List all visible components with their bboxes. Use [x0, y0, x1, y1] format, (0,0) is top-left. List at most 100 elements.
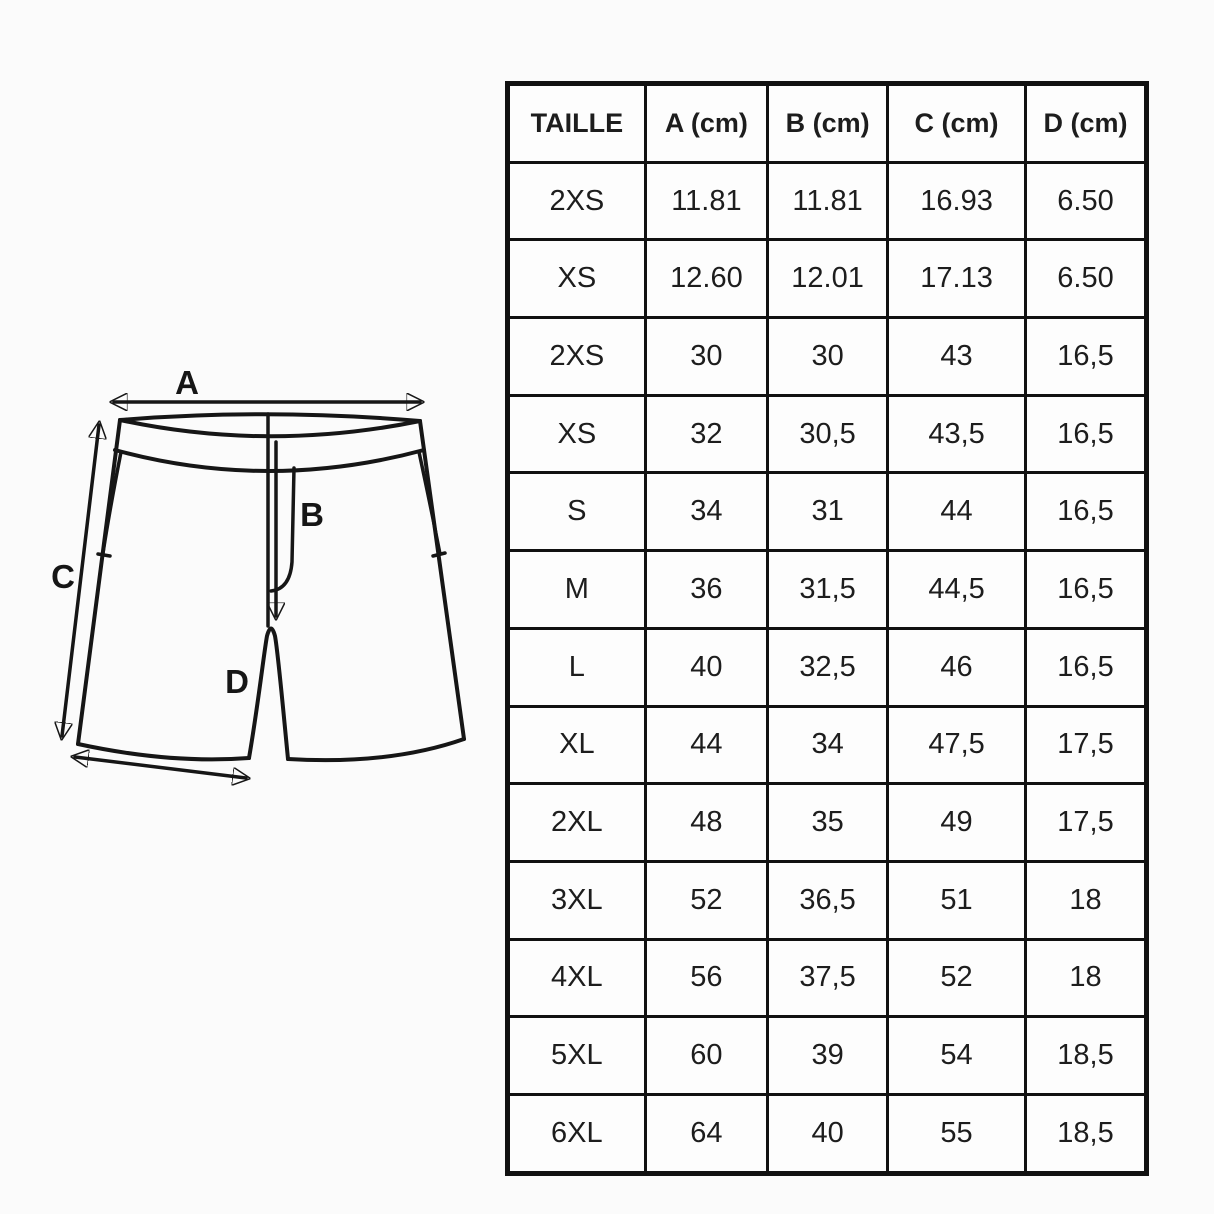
measurement-cell: 31: [766, 471, 890, 553]
table-row: XS 12.60 12.01 17.13 6.50: [506, 238, 1148, 320]
measurement-cell: 64: [643, 1092, 770, 1175]
measure-label-b: B: [300, 496, 324, 533]
measurement-cell: 16,5: [1024, 316, 1148, 397]
size-cell: XL: [506, 704, 647, 786]
measurement-cell: 12.01: [766, 238, 890, 320]
measurement-cell: 32: [643, 393, 770, 475]
measurement-cell: 52: [886, 937, 1028, 1019]
size-cell: 4XL: [506, 937, 647, 1019]
size-cell: 2XL: [506, 782, 647, 863]
measure-label-c: C: [51, 558, 75, 595]
measurement-cell: 44: [886, 471, 1028, 553]
measurement-cell: 56: [643, 937, 770, 1019]
size-cell: L: [506, 626, 647, 708]
left-side-seam: [76, 418, 122, 746]
right-pocket-tick: [431, 551, 447, 558]
measurement-cell: 49: [886, 782, 1028, 863]
table-row: 4XL 56 37,5 52 18: [506, 937, 1148, 1019]
measurement-cell: 17,5: [1024, 782, 1148, 863]
right-pocket-line: [417, 450, 442, 556]
measurement-cell: 44,5: [886, 549, 1028, 630]
measurement-cell: 11.81: [766, 160, 890, 242]
measurement-cell: 52: [643, 859, 770, 941]
measurement-cell: 44: [643, 704, 770, 786]
size-cell: 2XS: [506, 316, 647, 397]
measurement-cell: 30: [643, 316, 770, 397]
size-cell: M: [506, 549, 647, 630]
column-header-taille: TAILLE: [506, 82, 647, 164]
size-cell: 6XL: [506, 1092, 647, 1175]
measurement-cell: 18,5: [1024, 1092, 1148, 1175]
measurement-cell: 36: [643, 549, 770, 630]
measurement-cell: 17.13: [886, 238, 1028, 320]
measure-label-a: A: [175, 364, 199, 401]
measurement-cell: 36,5: [766, 859, 890, 941]
size-cell: 3XL: [506, 859, 647, 941]
measurement-cell: 16,5: [1024, 393, 1148, 475]
column-header-d: D (cm): [1024, 82, 1148, 164]
measurement-cell: 54: [886, 1015, 1028, 1096]
table-row: XL 44 34 47,5 17,5: [506, 704, 1148, 786]
measure-label-d: D: [225, 663, 249, 700]
measurement-cell: 11.81: [643, 160, 770, 242]
right-side-seam: [418, 419, 466, 741]
measurement-cell: 18: [1024, 937, 1148, 1019]
size-cell: S: [506, 471, 647, 553]
size-cell: 5XL: [506, 1015, 647, 1096]
size-chart-header: TAILLE A (cm) B (cm) C (cm) D (cm): [506, 82, 1148, 164]
right-leg-hem: [286, 737, 466, 763]
measurement-cell: 6.50: [1024, 160, 1148, 242]
measurement-cell: 17,5: [1024, 704, 1148, 786]
left-leg-hem: [76, 742, 251, 762]
table-row: M 36 31,5 44,5 16,5: [506, 549, 1148, 630]
table-row: 6XL 64 40 55 18,5: [506, 1092, 1148, 1175]
measurement-cell: 34: [766, 704, 890, 786]
measurement-cell: 32,5: [766, 626, 890, 708]
measurement-cell: 40: [766, 1092, 890, 1175]
table-row: 2XS 11.81 11.81 16.93 6.50: [506, 160, 1148, 242]
waist-front-arc: [118, 418, 422, 439]
column-header-b: B (cm): [766, 82, 890, 164]
measurement-cell: 46: [886, 626, 1028, 708]
measurement-cell: 31,5: [766, 549, 890, 630]
table-row: L 40 32,5 46 16,5: [506, 626, 1148, 708]
measurement-cell: 18,5: [1024, 1015, 1148, 1096]
size-cell: XS: [506, 393, 647, 475]
measurement-cell: 51: [886, 859, 1028, 941]
measurement-cell: 6.50: [1024, 238, 1148, 320]
measurement-cell: 40: [643, 626, 770, 708]
table-row: S 34 31 44 16,5: [506, 471, 1148, 553]
size-chart-table: TAILLE A (cm) B (cm) C (cm) D (cm) 2XS 11…: [505, 81, 1149, 1176]
measurement-cell: 16,5: [1024, 471, 1148, 553]
column-header-c: C (cm): [886, 82, 1028, 164]
measurement-cell: 43,5: [886, 393, 1028, 475]
measurement-cell: 12.60: [643, 238, 770, 320]
header-row: TAILLE A (cm) B (cm) C (cm) D (cm): [506, 82, 1148, 164]
measurement-cell: 48: [643, 782, 770, 863]
measurement-cell: 37,5: [766, 937, 890, 1019]
measurement-cell: 16.93: [886, 160, 1028, 242]
table-row: 2XL 48 35 49 17,5: [506, 782, 1148, 863]
measurement-cell: 43: [886, 316, 1028, 397]
measurement-cell: 30: [766, 316, 890, 397]
size-table-body: 2XS 11.81 11.81 16.93 6.50 XS 12.60 12.01 17.13 6…: [506, 160, 1148, 1175]
measurement-cell: 30,5: [766, 393, 890, 475]
size-cell: 2XS: [506, 160, 647, 242]
measure-arrow-c: [62, 425, 99, 736]
size-cell: XS: [506, 238, 647, 320]
measurement-cell: 39: [766, 1015, 890, 1096]
column-header-a: A (cm): [643, 82, 770, 164]
measurement-cell: 18: [1024, 859, 1148, 941]
measurement-cell: 16,5: [1024, 549, 1148, 630]
measurement-cell: 34: [643, 471, 770, 553]
measure-arrow-d: [75, 757, 246, 778]
measurement-cell: 55: [886, 1092, 1028, 1175]
table-row: 5XL 60 39 54 18,5: [506, 1015, 1148, 1096]
measurement-cell: 16,5: [1024, 626, 1148, 708]
table-row: 2XS 30 30 43 16,5: [506, 316, 1148, 397]
measurement-cell: 35: [766, 782, 890, 863]
left-pocket-tick: [96, 552, 112, 558]
waist-top-edge: [118, 412, 422, 423]
